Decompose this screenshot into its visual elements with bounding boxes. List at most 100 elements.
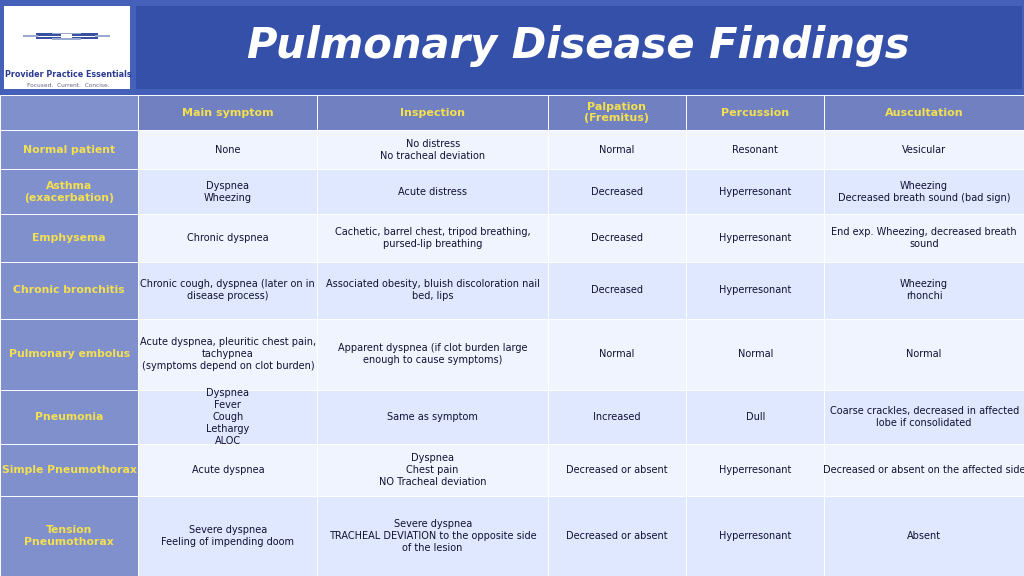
Bar xyxy=(824,319,1024,390)
Bar xyxy=(0,214,138,262)
Bar xyxy=(686,496,824,576)
Text: Decreased: Decreased xyxy=(591,233,643,243)
Text: Acute dyspnea, pleuritic chest pain,
tachypnea
(symptoms depend on clot burden): Acute dyspnea, pleuritic chest pain, tac… xyxy=(140,338,315,372)
Bar xyxy=(824,95,1024,130)
Bar xyxy=(52,33,81,34)
Bar xyxy=(0,130,138,169)
Text: Chronic dyspnea: Chronic dyspnea xyxy=(187,233,268,243)
Bar xyxy=(0,262,138,319)
Bar xyxy=(686,390,824,444)
Bar xyxy=(138,262,317,319)
Bar xyxy=(317,390,548,444)
Text: Dull: Dull xyxy=(745,412,765,422)
Bar xyxy=(317,319,548,390)
Bar xyxy=(317,169,548,214)
Text: Simple Pneumothorax: Simple Pneumothorax xyxy=(2,465,136,475)
Bar xyxy=(317,262,548,319)
Bar xyxy=(824,262,1024,319)
Text: Normal: Normal xyxy=(599,145,635,154)
Text: Pneumonia: Pneumonia xyxy=(35,412,103,422)
Bar xyxy=(72,33,97,36)
Bar xyxy=(686,262,824,319)
Bar xyxy=(36,33,61,36)
Bar xyxy=(686,214,824,262)
Text: Inspection: Inspection xyxy=(400,108,465,118)
Bar xyxy=(824,390,1024,444)
Bar xyxy=(686,169,824,214)
Bar xyxy=(317,130,548,169)
Bar xyxy=(94,35,111,37)
Bar xyxy=(317,214,548,262)
Bar xyxy=(0,390,138,444)
Text: Wheezing
Decreased breath sound (bad sign): Wheezing Decreased breath sound (bad sig… xyxy=(838,181,1011,203)
Text: Percussion: Percussion xyxy=(721,108,790,118)
Text: Acute dyspnea: Acute dyspnea xyxy=(191,465,264,475)
Text: Normal: Normal xyxy=(599,350,635,359)
Bar xyxy=(138,319,317,390)
Bar xyxy=(0,496,138,576)
Bar xyxy=(23,35,39,37)
Text: Asthma
(exacerbation): Asthma (exacerbation) xyxy=(25,181,114,203)
Bar xyxy=(548,319,686,390)
Text: Decreased or absent on the affected side: Decreased or absent on the affected side xyxy=(823,465,1024,475)
Bar xyxy=(52,38,81,40)
Bar xyxy=(138,95,317,130)
Bar xyxy=(548,130,686,169)
Bar xyxy=(36,37,61,39)
Bar xyxy=(317,444,548,496)
Text: End exp. Wheezing, decreased breath
sound: End exp. Wheezing, decreased breath soun… xyxy=(831,227,1017,249)
Bar xyxy=(138,169,317,214)
Text: Focused.  Current.  Concise.: Focused. Current. Concise. xyxy=(28,83,110,88)
Bar xyxy=(138,214,317,262)
Text: Decreased or absent: Decreased or absent xyxy=(566,465,668,475)
Text: No distress
No tracheal deviation: No distress No tracheal deviation xyxy=(380,139,485,161)
Text: Dyspnea
Fever
Cough
Lethargy
ALOC: Dyspnea Fever Cough Lethargy ALOC xyxy=(206,388,250,446)
Text: Severe dyspnea
TRACHEAL DEVIATION to the opposite side
of the lesion: Severe dyspnea TRACHEAL DEVIATION to the… xyxy=(329,519,537,553)
Text: Normal: Normal xyxy=(906,350,942,359)
Bar xyxy=(548,169,686,214)
Text: Decreased: Decreased xyxy=(591,187,643,196)
Bar xyxy=(136,6,1022,89)
Text: Tension
Pneumothorax: Tension Pneumothorax xyxy=(25,525,114,547)
Text: Increased: Increased xyxy=(593,412,641,422)
Bar xyxy=(824,496,1024,576)
Text: Dyspnea
Chest pain
NO Tracheal deviation: Dyspnea Chest pain NO Tracheal deviation xyxy=(379,453,486,487)
Bar xyxy=(317,496,548,576)
Text: Normal patient: Normal patient xyxy=(24,145,115,154)
Text: Cachetic, barrel chest, tripod breathing,
pursed-lip breathing: Cachetic, barrel chest, tripod breathing… xyxy=(335,227,530,249)
Text: Dyspnea
Wheezing: Dyspnea Wheezing xyxy=(204,181,252,203)
Text: None: None xyxy=(215,145,241,154)
Bar xyxy=(138,130,317,169)
Bar xyxy=(686,444,824,496)
Bar xyxy=(4,6,130,89)
Text: Chronic bronchitis: Chronic bronchitis xyxy=(13,285,125,295)
Bar xyxy=(548,95,686,130)
Text: Provider Practice Essentials: Provider Practice Essentials xyxy=(5,70,132,79)
Bar xyxy=(686,95,824,130)
Text: Hyperresonant: Hyperresonant xyxy=(719,233,792,243)
Text: Hyperresonant: Hyperresonant xyxy=(719,187,792,196)
Bar xyxy=(72,37,97,39)
Text: Normal: Normal xyxy=(737,350,773,359)
Bar xyxy=(824,169,1024,214)
Text: Severe dyspnea
Feeling of impending doom: Severe dyspnea Feeling of impending doom xyxy=(162,525,294,547)
Bar xyxy=(0,169,138,214)
Bar xyxy=(686,130,824,169)
Text: Hyperresonant: Hyperresonant xyxy=(719,531,792,541)
Bar xyxy=(824,444,1024,496)
Text: Acute distress: Acute distress xyxy=(398,187,467,196)
Bar xyxy=(0,444,138,496)
Text: Auscultation: Auscultation xyxy=(885,108,964,118)
Text: Pulmonary Disease Findings: Pulmonary Disease Findings xyxy=(248,25,909,67)
Bar xyxy=(0,319,138,390)
Bar xyxy=(317,95,548,130)
Text: Palpation
(Fremitus): Palpation (Fremitus) xyxy=(585,102,649,123)
Text: Decreased or absent: Decreased or absent xyxy=(566,531,668,541)
Text: Resonant: Resonant xyxy=(732,145,778,154)
Text: Emphysema: Emphysema xyxy=(33,233,105,243)
Text: Apparent dyspnea (if clot burden large
enough to cause symptoms): Apparent dyspnea (if clot burden large e… xyxy=(338,343,527,365)
Text: Associated obesity, bluish discoloration nail
bed, lips: Associated obesity, bluish discoloration… xyxy=(326,279,540,301)
Bar xyxy=(138,444,317,496)
Text: Hyperresonant: Hyperresonant xyxy=(719,285,792,295)
Text: Absent: Absent xyxy=(907,531,941,541)
